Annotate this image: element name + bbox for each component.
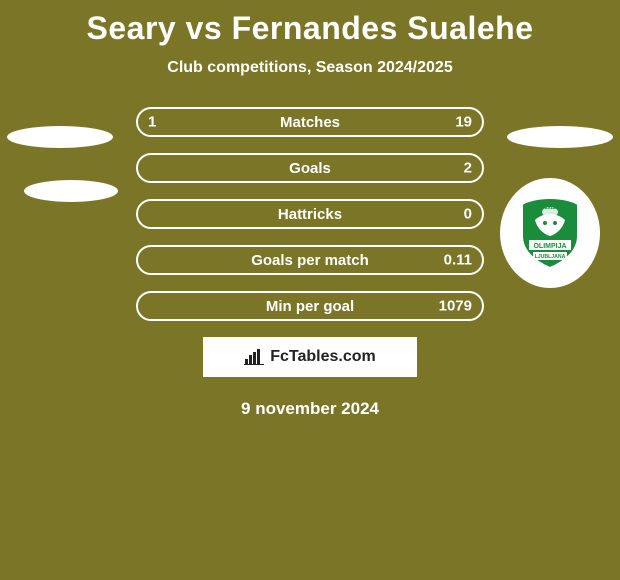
stat-row-goals: Goals 2 bbox=[136, 153, 484, 183]
stat-right-value: 0 bbox=[464, 206, 472, 223]
left-player-ellipse-2 bbox=[24, 180, 118, 202]
badge-bottom-text: LJUBLJANA bbox=[535, 254, 566, 260]
stat-row-min-per-goal: Min per goal 1079 bbox=[136, 291, 484, 321]
stat-right-value: 1079 bbox=[439, 298, 472, 315]
right-club-badge: 1911 OLIMPIJA LJUBLJANA bbox=[500, 178, 600, 288]
stat-label: Matches bbox=[280, 114, 340, 131]
stat-label: Goals bbox=[289, 160, 331, 177]
brand-text: FcTables.com bbox=[270, 348, 376, 366]
right-player-ellipse bbox=[507, 126, 613, 148]
club-shield-icon: 1911 OLIMPIJA LJUBLJANA bbox=[519, 196, 581, 270]
stats-table: 1 Matches 19 Goals 2 Hattricks 0 Goals p… bbox=[136, 107, 484, 321]
stat-label: Min per goal bbox=[266, 298, 354, 315]
stat-right-value: 2 bbox=[464, 160, 472, 177]
stat-label: Hattricks bbox=[278, 206, 342, 223]
stat-row-hattricks: Hattricks 0 bbox=[136, 199, 484, 229]
bar-chart-icon bbox=[244, 349, 264, 365]
stat-row-goals-per-match: Goals per match 0.11 bbox=[136, 245, 484, 275]
badge-year: 1911 bbox=[545, 205, 556, 211]
left-player-ellipse-1 bbox=[7, 126, 113, 148]
badge-top-text: OLIMPIJA bbox=[533, 243, 566, 250]
stat-label: Goals per match bbox=[251, 252, 369, 269]
stat-row-matches: 1 Matches 19 bbox=[136, 107, 484, 137]
stat-right-value: 19 bbox=[455, 114, 472, 131]
page-title: Seary vs Fernandes Sualehe bbox=[0, 0, 620, 47]
brand-banner: FcTables.com bbox=[203, 337, 417, 377]
date-text: 9 november 2024 bbox=[0, 399, 620, 419]
stat-left-value: 1 bbox=[148, 114, 156, 131]
stat-right-value: 0.11 bbox=[444, 252, 472, 269]
page-subtitle: Club competitions, Season 2024/2025 bbox=[0, 59, 620, 77]
